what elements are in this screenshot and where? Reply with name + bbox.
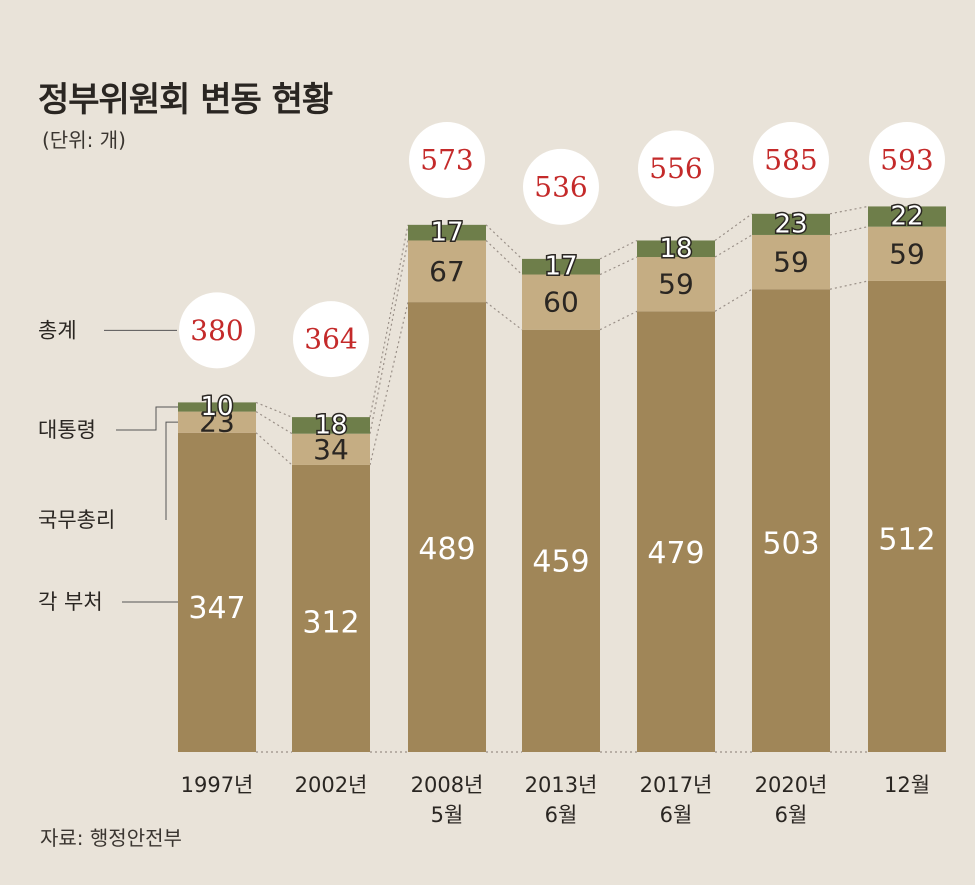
total-label: 585	[764, 144, 817, 177]
bar-segment	[752, 234, 830, 290]
bar-segment	[637, 240, 715, 258]
total-label: 364	[304, 323, 357, 356]
x-tick-label: 2017년	[640, 773, 713, 797]
connector-line	[714, 213, 753, 241]
total-label: 573	[420, 144, 473, 177]
data-label: 59	[658, 268, 694, 301]
data-label: 23	[774, 209, 807, 239]
total-bubble	[409, 122, 485, 198]
x-tick-label: 1997년	[181, 773, 254, 797]
data-label: 60	[543, 286, 579, 319]
total-bubble	[753, 122, 829, 198]
data-label: 17	[544, 252, 577, 282]
connector-line	[714, 234, 753, 258]
connector-line	[485, 301, 523, 331]
x-tick-label: 2013년	[525, 773, 598, 797]
data-label: 347	[188, 591, 245, 626]
total-label: 556	[649, 152, 702, 185]
bar-segment	[408, 224, 486, 241]
x-tick-label: 6월	[660, 803, 693, 827]
x-tick-label: 2008년	[411, 773, 484, 797]
x-tick-label: 6월	[545, 803, 578, 827]
bar-segment	[868, 226, 946, 281]
connector-line	[255, 401, 293, 418]
data-label: 17	[430, 218, 463, 248]
legend-departments: 각 부처	[38, 590, 103, 614]
bar-segment	[522, 258, 600, 275]
total-label: 593	[880, 144, 933, 177]
bar-segment	[637, 257, 715, 312]
data-label: 18	[314, 410, 347, 440]
connector-line	[599, 239, 638, 260]
data-label: 489	[418, 532, 475, 567]
data-label: 34	[313, 433, 349, 466]
legend-president: 대통령	[38, 418, 96, 442]
connector-line	[829, 205, 869, 215]
bar-segment	[292, 417, 370, 434]
total-label: 536	[534, 170, 587, 203]
data-label: 59	[889, 237, 925, 270]
connector-line	[369, 240, 409, 434]
total-bubble	[869, 122, 945, 198]
legend-total: 총계	[38, 318, 77, 342]
connector-line	[485, 240, 523, 275]
bar-segment	[522, 274, 600, 330]
chart-title: 정부위원회 변동 현황	[38, 80, 333, 120]
x-tick-label: 6월	[775, 803, 808, 827]
data-label: 503	[762, 526, 819, 561]
bar-segment	[178, 402, 256, 412]
total-bubble	[523, 148, 599, 225]
data-label: 67	[429, 255, 465, 288]
bar-segment	[408, 240, 486, 303]
bar-segment	[178, 411, 256, 433]
connector-line	[599, 310, 638, 331]
data-label: 479	[647, 536, 704, 571]
data-label: 10	[200, 392, 233, 422]
source-label: 자료: 행정안전부	[40, 826, 182, 850]
total-bubble	[179, 292, 255, 369]
x-tick-label: 2020년	[755, 773, 828, 797]
connector-line	[255, 432, 293, 466]
x-tick-label: 5월	[431, 803, 464, 827]
connector-line	[255, 411, 293, 435]
legend-leader	[116, 406, 178, 431]
data-label: 512	[878, 523, 935, 558]
data-label: 22	[890, 202, 923, 232]
x-tick-label: 12월	[884, 773, 930, 797]
bar-segment	[292, 433, 370, 465]
legend-pm: 국무총리	[38, 508, 115, 532]
total-label: 380	[190, 314, 243, 347]
connector-line	[369, 224, 409, 418]
legend-leader	[165, 421, 178, 520]
bar-segment	[522, 329, 600, 752]
data-label: 459	[532, 544, 589, 579]
connector-line	[599, 256, 638, 276]
connector-line	[485, 224, 523, 260]
connector-line	[829, 226, 869, 236]
x-tick-label: 2002년	[295, 773, 368, 797]
unit-label: (단위: 개)	[42, 128, 126, 152]
connector-line	[714, 288, 753, 312]
bar-segment	[292, 464, 370, 752]
connector-line	[369, 301, 409, 466]
bar-segment	[868, 280, 946, 752]
bar-segment	[868, 206, 946, 227]
bar-segment	[752, 213, 830, 235]
bar-segment	[178, 432, 256, 752]
data-label: 312	[302, 605, 359, 640]
total-bubble	[638, 130, 714, 207]
bar-segment	[637, 311, 715, 752]
total-bubble	[293, 301, 369, 378]
data-label: 18	[659, 234, 692, 264]
bar-segment	[408, 302, 486, 752]
data-label: 59	[773, 246, 809, 279]
connector-line	[829, 280, 869, 290]
bar-segment	[752, 289, 830, 752]
